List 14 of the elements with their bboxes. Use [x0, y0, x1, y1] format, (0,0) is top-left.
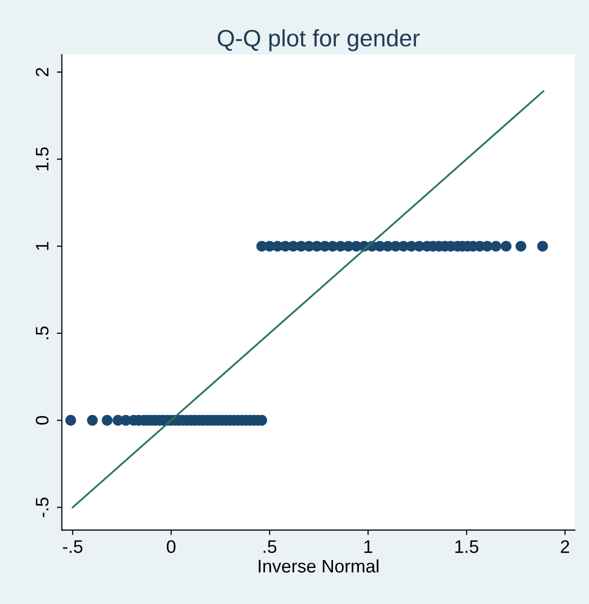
- y-tick-label: -.5: [36, 498, 49, 518]
- x-tick-label: 1.5: [455, 540, 478, 553]
- y-tick-label: .5: [36, 326, 49, 340]
- x-tick-label: 1: [364, 540, 372, 553]
- x-tick-label: 0: [166, 540, 176, 553]
- y-tick-label: 1.5: [36, 147, 49, 170]
- x-tick-label: .5: [264, 540, 276, 553]
- y-tick-label: 2: [36, 68, 48, 76]
- x-axis-title: Inverse Normal: [258, 559, 378, 573]
- chart-title: Q-Q plot for gender: [218, 29, 420, 52]
- x-tick-label: 2: [560, 540, 570, 553]
- x-tick-label: -.5: [62, 540, 82, 553]
- y-tick-label: 0: [36, 416, 49, 425]
- y-tick-label: 1: [36, 242, 48, 250]
